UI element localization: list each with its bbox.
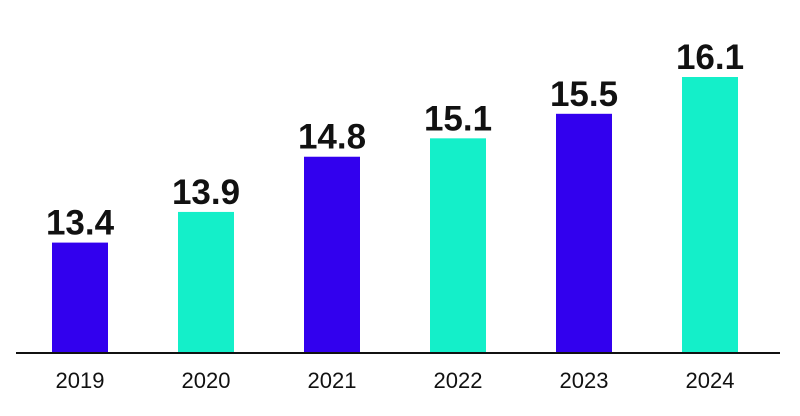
bars-layer bbox=[52, 77, 738, 353]
x-tick-label-2024: 2024 bbox=[686, 368, 735, 393]
data-label-2020: 13.9 bbox=[172, 173, 240, 212]
bar-2022 bbox=[430, 138, 486, 353]
data-label-2023: 15.5 bbox=[550, 75, 618, 114]
bar-2019 bbox=[52, 242, 108, 353]
data-label-2022: 15.1 bbox=[424, 99, 492, 138]
x-tick-label-2022: 2022 bbox=[434, 368, 483, 393]
bar-2023 bbox=[556, 113, 612, 353]
data-label-2024: 16.1 bbox=[676, 38, 744, 77]
value-labels-layer: 13.4 13.9 14.8 15.1 15.5 16.1 bbox=[46, 38, 744, 243]
bar-2020 bbox=[178, 211, 234, 353]
tick-labels-layer: 2019 2020 2021 2022 2023 2024 bbox=[56, 368, 735, 393]
bar-2024 bbox=[682, 77, 738, 353]
x-tick-label-2019: 2019 bbox=[56, 368, 105, 393]
bar-2021 bbox=[304, 156, 360, 353]
data-label-2019: 13.4 bbox=[46, 204, 115, 243]
data-label-2021: 14.8 bbox=[298, 118, 366, 157]
x-tick-label-2023: 2023 bbox=[560, 368, 609, 393]
x-tick-label-2020: 2020 bbox=[182, 368, 231, 393]
x-tick-label-2021: 2021 bbox=[308, 368, 357, 393]
